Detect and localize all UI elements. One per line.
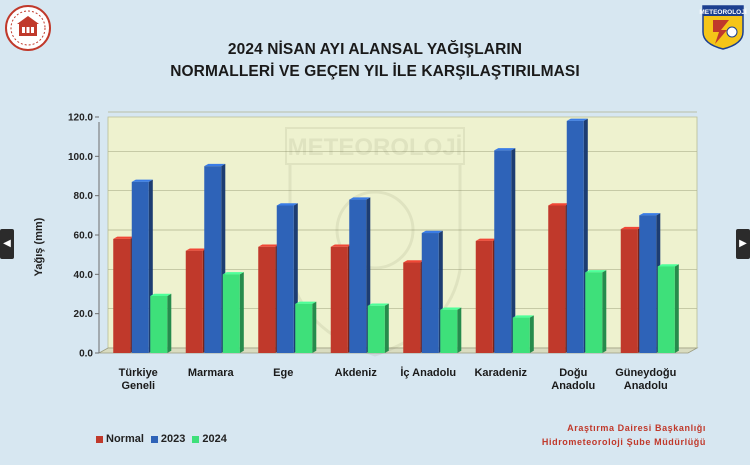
bar-2023 [349, 197, 371, 353]
bar-2024 [222, 272, 244, 353]
y-tick-label: 0.0 [79, 349, 93, 360]
y-tick-label: 100.0 [68, 152, 93, 163]
legend-label-2024: 2024 [202, 433, 227, 445]
bars [113, 118, 679, 353]
x-tick-label: Ege [273, 367, 293, 379]
legend-swatch-2024 [192, 435, 200, 443]
bar-2024 [585, 270, 607, 353]
bar-normal [330, 244, 352, 353]
x-tick-label-line: Anadolu [624, 380, 668, 392]
legend-label-2023: 2023 [160, 433, 186, 445]
watermark: METEOROLOJİ [285, 127, 465, 357]
y-axis-label: Yağış (mm) [33, 217, 45, 276]
bar-2024 [150, 293, 172, 353]
legend: Normal 2023 2024 [96, 433, 227, 445]
bar-2024 [657, 264, 679, 353]
x-tick-label: Karadeniz [474, 367, 527, 379]
bar-normal [113, 236, 135, 353]
bar-2023 [421, 230, 443, 353]
x-tick-label: Güneydoğu Anadolu [615, 367, 676, 392]
bar-normal [620, 226, 642, 353]
y-tick-label: 60.0 [74, 231, 94, 242]
legend-swatch-normal [96, 435, 103, 443]
bar-normal [258, 244, 280, 353]
chevron-left-icon: ◀ [3, 238, 11, 249]
y-tick-label: 40.0 [74, 270, 94, 281]
x-tick-label-line: Ege [273, 367, 293, 379]
bar-normal [185, 248, 207, 353]
ministry-emblem-logo [5, 5, 51, 51]
bar-2023 [276, 203, 298, 353]
x-tick-label-line: Karadeniz [474, 367, 527, 379]
x-tick-label-line: Doğu [559, 367, 587, 379]
chart-title-line1: 2024 NİSAN AYI ALANSAL YAĞIŞLARIN [227, 41, 523, 58]
legend-item-2023: 2023 [150, 433, 186, 445]
y-tick-label: 80.0 [74, 191, 94, 202]
next-slide-button[interactable]: ▶ [736, 229, 750, 259]
x-tick-label: İç Anadolu [400, 366, 456, 379]
meteoroloji-logo: METEOROLOJİ [699, 5, 747, 50]
x-axis: Türkiye Geneli Marmara Ege Akdeniz İç Anadolu… [119, 366, 677, 392]
x-tick-label-line: Anadolu [551, 380, 595, 392]
x-tick-label: Doğu Anadolu [551, 367, 595, 392]
x-tick-label: Türkiye Geneli [119, 367, 158, 392]
y-axis: 0.0 20.0 40.0 60.0 80.0 100.0 120.0 [68, 113, 100, 360]
x-tick-label-line: Güneydoğu [615, 367, 676, 379]
watermark-text: METEOROLOJİ [288, 134, 463, 161]
bar-normal [475, 238, 497, 353]
credit-branch: Hidrometeoroloji Şube Müdürlüğü [541, 437, 706, 447]
previous-slide-button[interactable]: ◀ [0, 229, 14, 259]
bar-2023 [204, 163, 226, 353]
bar-normal [548, 203, 570, 353]
legend-label-normal: Normal [106, 433, 144, 445]
credit-department: Araştırma Dairesi Başkanlığı [567, 423, 706, 433]
bar-2024 [367, 303, 389, 353]
x-tick-label-line: Marmara [188, 367, 235, 379]
x-tick-label-line: Türkiye [119, 367, 158, 379]
chart-title-line2: NORMALLERİ VE GEÇEN YIL İLE KARŞILAŞTIRI… [170, 63, 580, 80]
x-tick-label-line: Geneli [121, 380, 155, 392]
legend-swatch-2023 [150, 435, 158, 443]
chevron-right-icon: ▶ [739, 238, 747, 249]
x-tick-label: Marmara [188, 367, 235, 379]
bar-2023 [566, 118, 588, 353]
legend-item-normal: Normal [96, 433, 144, 445]
x-tick-label: Akdeniz [335, 367, 378, 379]
bar-2023 [494, 148, 516, 353]
y-tick-label: 20.0 [74, 309, 94, 320]
svg-text:METEOROLOJİ: METEOROLOJİ [699, 8, 747, 16]
legend-item-2024: 2024 [192, 433, 227, 445]
y-tick-label: 120.0 [68, 113, 93, 124]
bar-2024 [512, 315, 534, 353]
bar-normal [403, 260, 425, 353]
x-tick-label-line: İç Anadolu [400, 366, 456, 379]
bar-2024 [295, 301, 317, 353]
bar-2023 [131, 179, 153, 353]
bar-2024 [440, 307, 462, 353]
x-tick-label-line: Akdeniz [335, 367, 378, 379]
bar-2023 [639, 213, 661, 353]
